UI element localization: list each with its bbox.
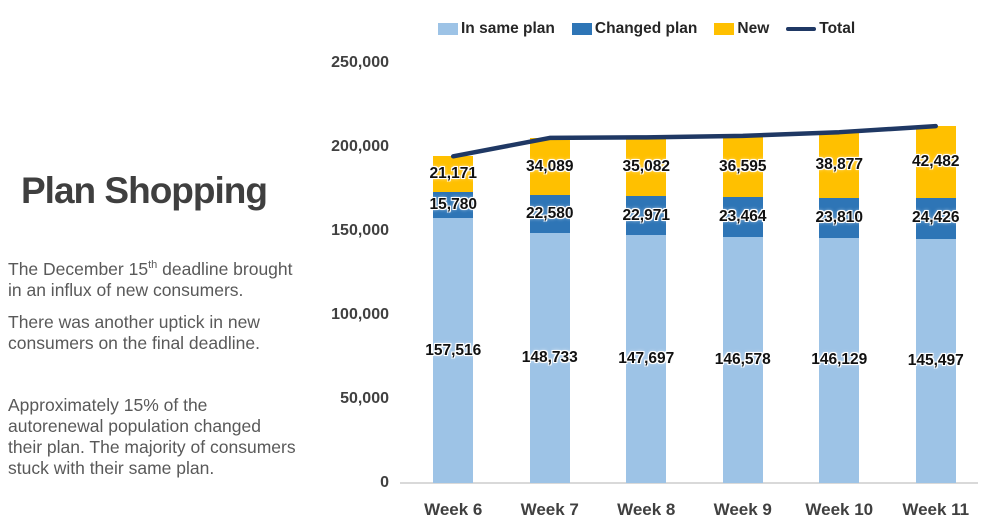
legend-item-new: New xyxy=(714,20,769,38)
legend-item-changed-plan: Changed plan xyxy=(571,20,698,38)
page-title: Plan Shopping xyxy=(21,170,268,211)
x-axis-label-week-9: Week 9 xyxy=(713,500,772,519)
y-axis-tick-label-200-000: 200,000 xyxy=(331,138,389,155)
bar-segment-in-same-plan-week-10 xyxy=(819,237,860,483)
legend-line-swatch-total xyxy=(786,26,817,32)
y-axis-tick-label-0: 0 xyxy=(380,474,389,491)
data-label-changed-plan-week-8: 22,971 xyxy=(622,206,670,224)
legend-swatch-in-same-plan xyxy=(438,23,458,35)
x-axis-label-week-7: Week 7 xyxy=(520,500,579,519)
paragraph-final-deadline-uptick: There was another uptick in new consumer… xyxy=(8,311,260,353)
paragraph-autorenewal-stats: Approximately 15% of the autorenewal pop… xyxy=(8,394,296,478)
legend-swatch-new xyxy=(714,23,735,35)
bar-segment-in-same-plan-week-6 xyxy=(433,218,474,483)
data-label-changed-plan-week-6: 15,780 xyxy=(429,196,477,214)
bar-segment-in-same-plan-week-8 xyxy=(626,234,667,483)
bar-segment-in-same-plan-week-9 xyxy=(722,236,763,483)
data-label-changed-plan-week-9: 23,464 xyxy=(719,208,767,226)
ordinal-superscript: th xyxy=(148,258,158,271)
data-label-in-same-plan-week-6: 157,516 xyxy=(425,341,482,359)
paragraph-deadline-influx: The December 15th deadline brought in an… xyxy=(8,259,338,301)
chart-legend: In same plan Changed plan New Total xyxy=(438,20,855,38)
data-label-changed-plan-week-11: 24,426 xyxy=(912,209,960,227)
legend-swatch-changed-plan xyxy=(571,23,592,35)
y-axis-tick-label-150-000: 150,000 xyxy=(331,222,389,239)
data-label-in-same-plan-week-7: 148,733 xyxy=(521,349,578,367)
x-axis-label-week-6: Week 6 xyxy=(424,500,483,519)
legend-item-total: Total xyxy=(786,20,855,38)
data-label-new-week-8: 35,082 xyxy=(622,157,670,175)
paragraph-text: The December 15 xyxy=(8,258,149,279)
bar-segment-changed-plan-week-9 xyxy=(722,197,763,237)
data-label-changed-plan-week-10: 23,810 xyxy=(815,208,863,226)
y-axis-tick-label-50-000: 50,000 xyxy=(340,390,389,407)
x-axis-line xyxy=(400,482,978,484)
bar-segment-changed-plan-week-8 xyxy=(626,196,667,235)
legend-label-new: New xyxy=(737,20,770,37)
y-axis-tick-label-250-000: 250,000 xyxy=(331,54,389,71)
data-label-in-same-plan-week-11: 145,497 xyxy=(907,351,964,369)
legend-label-changed-plan: Changed plan xyxy=(594,20,698,37)
paragraph-text: deadline brought in an influx of new con… xyxy=(8,258,293,300)
data-label-in-same-plan-week-8: 147,697 xyxy=(618,349,675,367)
data-label-new-week-6: 21,171 xyxy=(429,165,477,183)
x-axis-label-week-8: Week 8 xyxy=(617,500,676,519)
data-label-new-week-7: 34,089 xyxy=(526,157,574,175)
legend-label-total: Total xyxy=(819,20,856,37)
bar-segment-in-same-plan-week-7 xyxy=(529,233,570,483)
bar-segment-changed-plan-week-11 xyxy=(915,197,956,239)
bar-segment-in-same-plan-week-11 xyxy=(915,238,956,483)
data-label-new-week-9: 36,595 xyxy=(719,157,767,175)
data-label-changed-plan-week-7: 22,580 xyxy=(526,205,574,223)
x-axis-label-week-10: Week 10 xyxy=(805,500,874,519)
y-axis-tick-label-100-000: 100,000 xyxy=(331,306,389,323)
bar-segment-new-week-6 xyxy=(433,156,474,192)
data-label-in-same-plan-week-9: 146,578 xyxy=(714,350,771,368)
bar-segment-changed-plan-week-6 xyxy=(433,191,474,219)
bar-segment-changed-plan-week-7 xyxy=(529,195,570,234)
data-label-in-same-plan-week-10: 146,129 xyxy=(811,351,868,369)
data-label-new-week-10: 38,877 xyxy=(815,155,863,173)
bar-segment-changed-plan-week-10 xyxy=(819,197,860,238)
x-axis-label-week-11: Week 11 xyxy=(902,500,970,519)
total-line xyxy=(451,123,938,159)
legend-label-in-same-plan: In same plan xyxy=(461,20,555,37)
legend-item-in-same-plan: In same plan xyxy=(438,20,555,38)
data-label-new-week-11: 42,482 xyxy=(912,152,960,170)
